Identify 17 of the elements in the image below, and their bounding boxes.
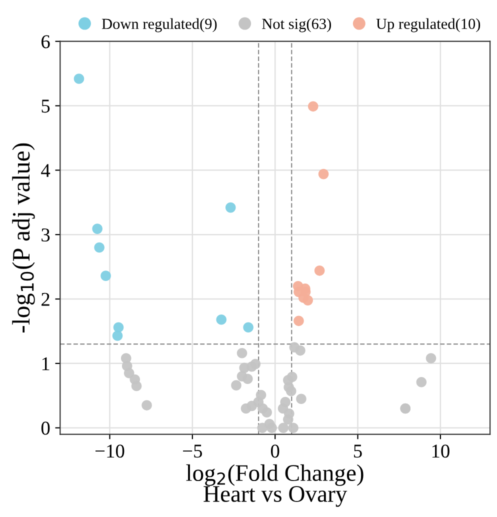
y-tick-label: 6 [42,35,50,48]
y-tick-label: 2 [42,292,50,306]
y-tick-label: 0 [41,422,50,435]
legend-label: Up regulated(10) [376,18,480,32]
y-tick-label: 3 [42,228,50,242]
legend-label: Not sig(63) [262,18,331,32]
x-tick-label: 0 [270,444,280,458]
x-tick-label: −5 [183,444,202,458]
y-axis-title: -log$_{10}$(P adj value) [12,143,35,333]
y-tick-label: 1 [42,357,50,370]
x-tick-label: 5 [354,444,362,458]
x-tick-label: 10 [432,444,450,458]
y-tick-label: 4 [41,164,50,177]
legend-label: Down regulated(9) [102,18,217,32]
y-tick-label: 5 [42,100,50,113]
x-axis-title: log$_{2}$(Fold Change) Heart vs Ovary [186,464,364,507]
x-tick-label: −10 [96,444,124,458]
